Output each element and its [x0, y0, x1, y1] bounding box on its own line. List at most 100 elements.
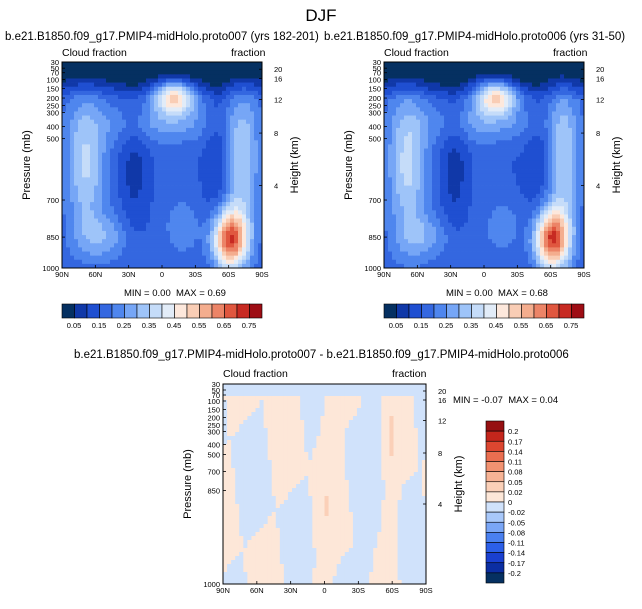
right-panel-field-cell	[516, 148, 521, 153]
right-panel-field-cell	[432, 66, 437, 71]
right-panel-field-cell	[484, 214, 489, 219]
right-panel-field-cell	[544, 94, 549, 100]
left-panel-field-cell	[106, 86, 111, 92]
left-panel-field-cell	[142, 140, 147, 145]
right-panel-field-cell	[392, 115, 397, 121]
diff-panel-minmax: MIN = -0.07 MAX = 0.04	[453, 395, 558, 406]
right-panel-field-cell	[428, 123, 433, 129]
right-panel-field-cell	[472, 214, 477, 219]
left-panel-field-cell	[170, 66, 175, 71]
right-panel-field-cell	[532, 132, 537, 137]
left-panel-field-cell	[102, 115, 107, 121]
left-panel-field-cell	[162, 247, 167, 252]
right-panel-field-cell	[456, 259, 461, 265]
right-panel-field-cell	[564, 66, 569, 71]
left-panel-field-cell	[90, 263, 95, 269]
left-panel-field-cell	[66, 160, 71, 166]
right-panel-field-cell	[524, 111, 529, 116]
right-panel-field-cell	[420, 247, 425, 252]
left-panel-field-cell	[110, 70, 115, 75]
right-panel-field-cell	[516, 255, 521, 261]
left-panel-field-cell	[186, 210, 191, 215]
right-panel-field-cell	[520, 156, 525, 162]
left-panel-field-cell	[198, 222, 203, 228]
left-panel-field-cell	[210, 70, 215, 75]
left-panel-field-cell	[170, 173, 175, 178]
right-panel-field-cell	[436, 239, 441, 244]
left-panel-field-cell	[158, 119, 163, 125]
right-panel-field-cell	[552, 214, 557, 219]
right-panel-field-cell	[508, 197, 513, 203]
left-panel-field-cell	[170, 111, 175, 116]
right-panel-field-cell	[500, 202, 505, 207]
left-panel-field-cell	[66, 103, 71, 108]
left-panel-field-cell	[114, 70, 119, 75]
left-panel-field-cell	[206, 226, 211, 232]
left-panel-field-cell	[206, 177, 211, 182]
left-panel-field-cell	[162, 78, 167, 83]
left-panel-field-cell	[74, 107, 79, 112]
left-panel-field-cell	[202, 189, 207, 195]
left-panel-field-cell	[98, 165, 103, 170]
right-panel-field-cell	[536, 202, 541, 207]
right-panel-field-cell	[480, 70, 485, 75]
left-panel-field-cell	[154, 202, 159, 207]
left-panel-field-cell	[178, 185, 183, 191]
right-panel-field-cell	[408, 152, 413, 158]
left-panel-field-cell	[250, 160, 255, 166]
left-panel-field-cell	[258, 86, 263, 92]
right-panel-field-cell	[388, 210, 393, 215]
right-panel-field-cell	[552, 152, 557, 158]
right-panel-field-cell	[568, 247, 573, 252]
left-panel-field-cell	[62, 230, 67, 236]
left-panel-field-cell	[246, 243, 251, 248]
left-panel-field-cell	[90, 156, 95, 162]
left-panel-field-cell	[234, 140, 239, 145]
left-panel-field-cell	[258, 239, 263, 244]
right-panel-field-cell	[568, 202, 573, 207]
left-panel-field-cell	[206, 235, 211, 240]
left-panel-field-cell	[118, 173, 123, 178]
right-panel-field-cell	[420, 251, 425, 256]
right-panel-field-cell	[464, 115, 469, 121]
right-panel-field-cell	[496, 222, 501, 228]
left-panel-field-cell	[174, 193, 179, 199]
right-panel-field-cell	[468, 259, 473, 265]
left-panel-field-cell	[210, 243, 215, 248]
right-panel-field-cell	[492, 226, 497, 232]
left-panel-field-cell	[190, 123, 195, 129]
left-panel-field-cell	[162, 202, 167, 207]
right-panel-field-cell	[524, 140, 529, 145]
right-panel-field-cell	[532, 136, 537, 141]
right-panel-field-cell	[440, 189, 445, 195]
left-panel-field-cell	[66, 82, 71, 88]
right-panel-field-cell	[484, 218, 489, 224]
right-panel-field-cell	[580, 111, 585, 116]
right-panel-field-cell	[452, 173, 457, 178]
left-panel-field-cell	[162, 243, 167, 248]
left-panel-field-cell	[142, 222, 147, 228]
right-panel-field-cell	[552, 206, 557, 211]
right-panel-field-cell	[472, 94, 477, 100]
right-panel-field-cell	[516, 62, 521, 67]
right-panel-field-cell	[544, 78, 549, 83]
right-panel-field-cell	[456, 235, 461, 240]
left-panel-field-cell	[106, 62, 111, 67]
left-panel-field-cell	[122, 206, 127, 211]
left-panel-field-cell	[98, 127, 103, 133]
left-panel-field-cell	[190, 132, 195, 137]
right-panel-field-cell	[488, 132, 493, 137]
right-panel-field-cell	[444, 148, 449, 153]
right-panel-field-cell	[392, 247, 397, 252]
left-panel-field-cell	[126, 165, 131, 170]
left-panel-field-cell	[150, 123, 155, 129]
right-panel-field-cell	[396, 103, 401, 108]
right-panel-field-cell	[448, 214, 453, 219]
right-panel-field-cell	[476, 107, 481, 112]
left-panel-field-cell	[70, 251, 75, 256]
left-panel-field-cell	[102, 230, 107, 236]
right-panel-field-cell	[560, 103, 565, 108]
left-panel-field-cell	[134, 239, 139, 244]
left-panel-field-cell	[134, 103, 139, 108]
left-panel-field-cell	[174, 214, 179, 219]
